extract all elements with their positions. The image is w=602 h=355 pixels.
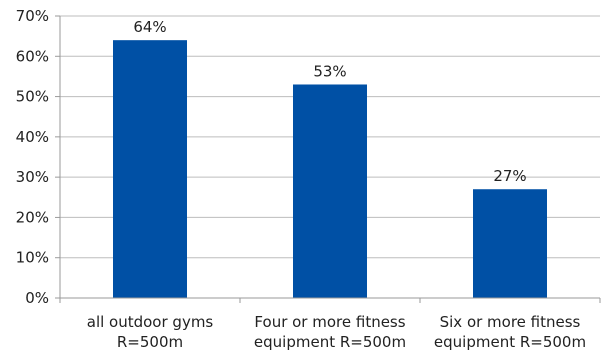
y-tick-label: 10% (16, 249, 49, 267)
bar (473, 189, 547, 298)
x-category-label: Six or more fitness equipment R=500m (434, 313, 586, 351)
bars (113, 40, 547, 299)
bar (113, 40, 187, 299)
y-tick-label: 70% (16, 7, 49, 25)
x-category-label-line: all outdoor gyms (87, 313, 214, 331)
x-category-label-line: equipment R=500m (254, 333, 406, 351)
y-tick-label: 50% (16, 88, 49, 106)
data-label: 27% (493, 167, 526, 185)
data-label: 64% (133, 18, 166, 36)
y-axis-tick-labels: 0% 10% 20% 30% 40% 50% 60% 70% (16, 7, 49, 307)
data-label: 53% (313, 62, 346, 80)
x-category-label-line: equipment R=500m (434, 333, 586, 351)
y-tick-label: 0% (25, 289, 49, 307)
bar (293, 84, 367, 298)
x-category-label: Four or more fitness equipment R=500m (254, 313, 406, 351)
y-tick-label: 60% (16, 47, 49, 65)
x-category-label-line: Six or more fitness (440, 313, 581, 331)
y-tick-label: 40% (16, 128, 49, 146)
axes (55, 15, 601, 303)
data-labels: 64% 53% 27% (133, 18, 526, 185)
x-category-label-line: Four or more fitness (254, 313, 405, 331)
x-category-label: all outdoor gyms R=500m (87, 313, 214, 351)
x-category-label-line: R=500m (117, 333, 183, 351)
y-tick-label: 30% (16, 168, 49, 186)
x-axis-category-labels: all outdoor gyms R=500m Four or more fitne… (87, 313, 586, 351)
y-tick-label: 20% (16, 208, 49, 226)
